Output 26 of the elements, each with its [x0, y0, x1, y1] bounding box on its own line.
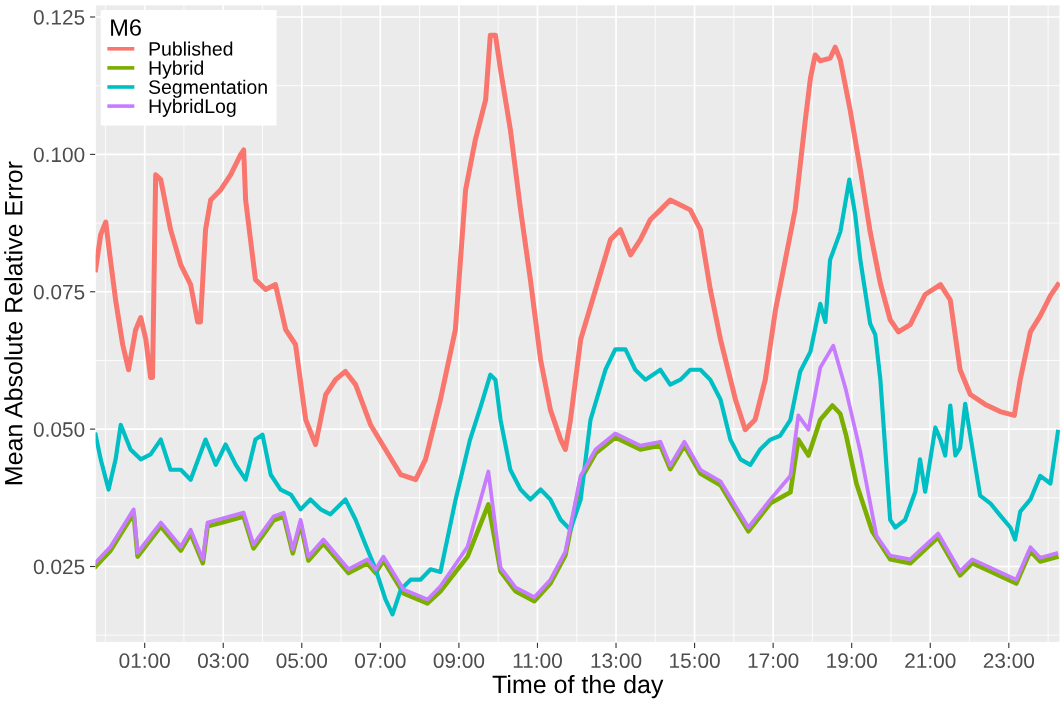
y-tick-label: 0.050 — [33, 422, 85, 437]
legend-label: Segmentation — [148, 79, 267, 98]
y-tick-label: 0.075 — [33, 284, 85, 300]
legend-title: M6 — [111, 19, 141, 36]
x-tick-label: 07:00 — [355, 653, 406, 669]
line-series — [95, 343, 1059, 602]
x-tick-label: 23:00 — [983, 653, 1035, 669]
x-tick-label: 21:00 — [905, 653, 956, 669]
x-tick-label: 03:00 — [197, 653, 249, 669]
x-tick-label: 13:00 — [591, 653, 642, 669]
x-tick-label: 15:00 — [670, 653, 720, 669]
line-series — [95, 177, 1060, 617]
legend-label: Published — [149, 41, 233, 56]
x-tick-label: 09:00 — [433, 653, 485, 669]
x-axis-title: Time of the day — [492, 674, 664, 699]
x-tick-label: 01:00 — [119, 653, 170, 669]
legend-label: Hybrid — [149, 60, 204, 79]
y-axis-title: Mean Absolute Relative Error — [4, 161, 23, 485]
x-tick-label: 05:00 — [276, 653, 328, 669]
x-tick-label: 17:00 — [748, 653, 799, 669]
y-tick-label: 0.125 — [33, 10, 85, 25]
y-tick-label: 0.025 — [33, 559, 85, 575]
y-tick-label: 0.100 — [33, 147, 85, 163]
x-tick-label: 19:00 — [827, 653, 877, 669]
legend-label: HybridLog — [149, 98, 236, 117]
x-tick-label: 11:00 — [513, 653, 562, 669]
